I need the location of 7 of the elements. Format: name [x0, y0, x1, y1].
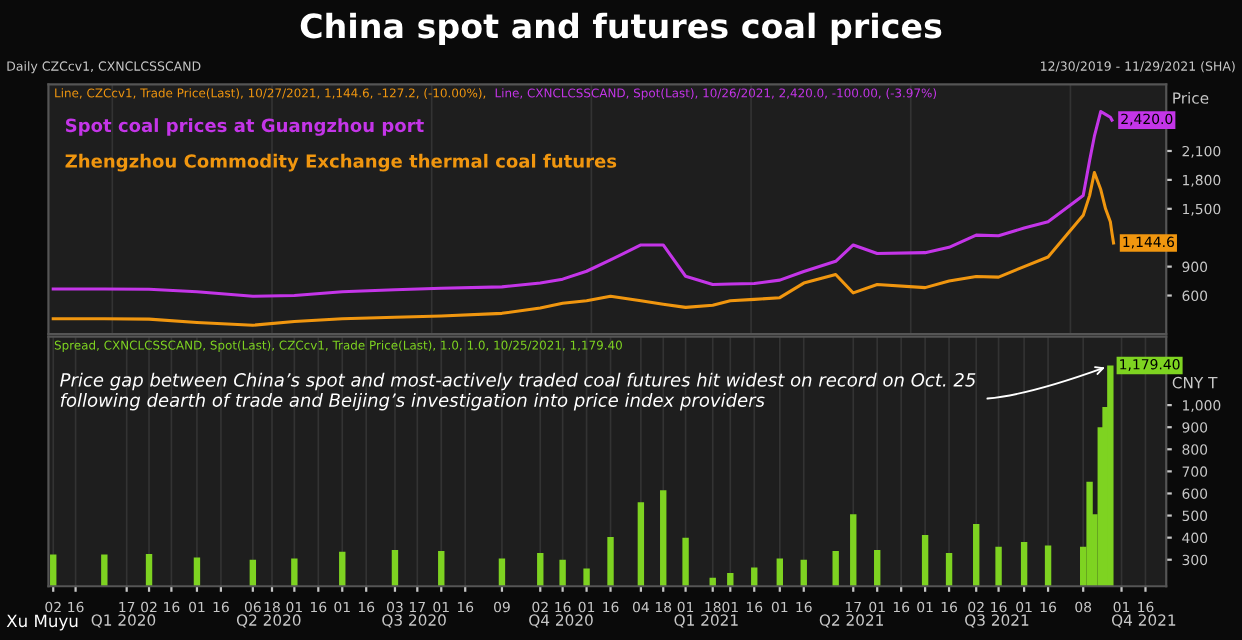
text: Zhengzhou Commodity Exchange thermal coal futures [65, 153, 617, 172]
line-series [51, 109, 1114, 298]
chart-title: China spot and futures coal prices [300, 12, 942, 45]
text: Xu Muyu [6, 614, 78, 631]
text: Spot coal prices at Guangzhou port [65, 118, 424, 136]
line-series [51, 170, 1116, 327]
annotation: Price gap between China’s spot and most-actively traded coal futures hit widest on record on Oct. 25 following dearth of trade and Beijing’s investigation into price index providers [60, 372, 976, 411]
